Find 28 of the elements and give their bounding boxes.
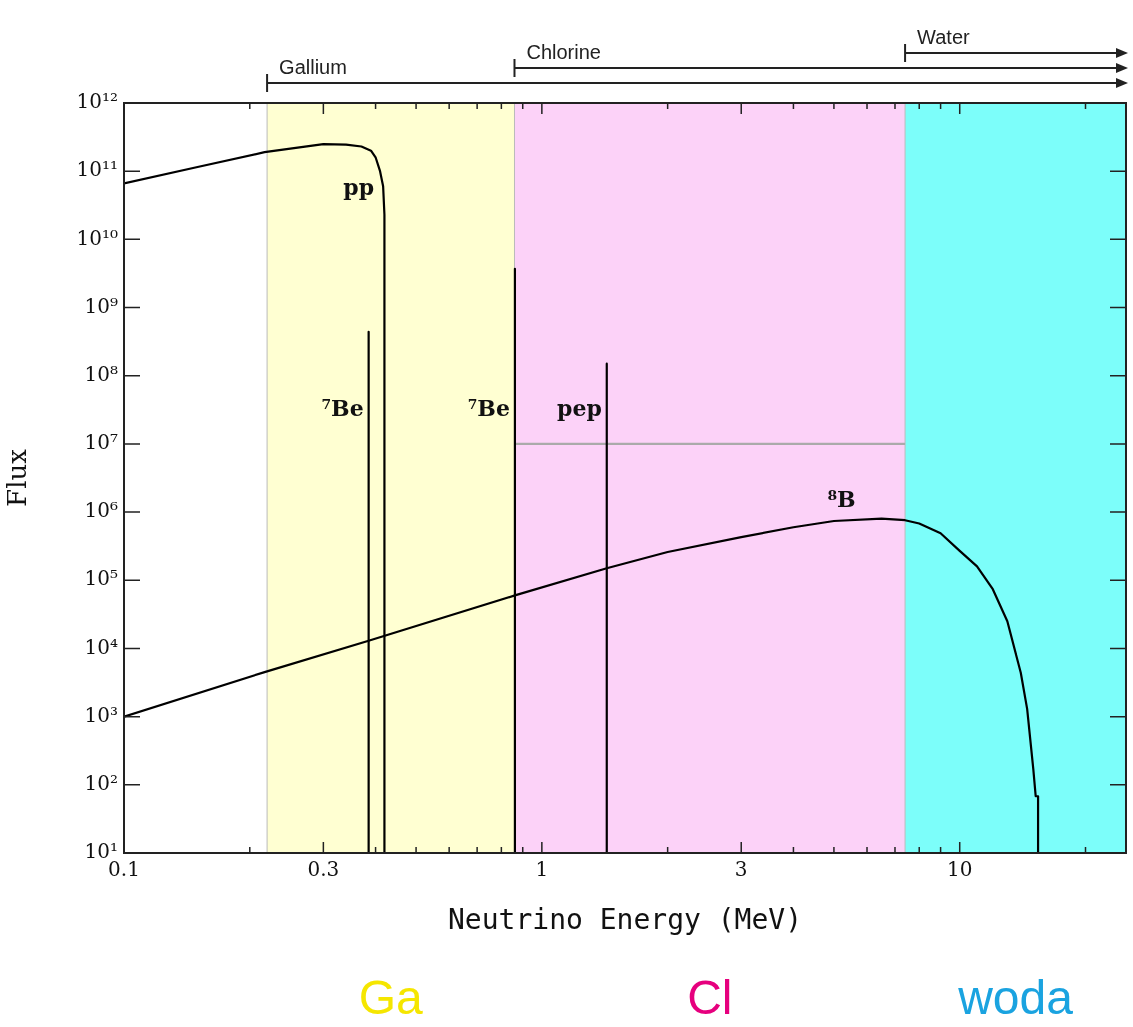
series-label: pep (557, 395, 602, 422)
x-tick-label: 3 (734, 857, 748, 882)
y-tick-label: 10¹¹ (76, 157, 118, 182)
y-tick-label: 10⁵ (84, 566, 118, 591)
text: Ga (358, 971, 424, 1025)
series-label: ⁸B (827, 486, 856, 513)
y-tick-label: 10¹² (76, 89, 118, 114)
y-tick-label: 10⁹ (84, 293, 118, 318)
text: woda (957, 971, 1074, 1025)
x-tick-label: 0.3 (307, 857, 340, 882)
band-label: Water (917, 25, 971, 48)
y-axis-title: Flux (2, 448, 33, 507)
y-tick-label: 10⁴ (84, 634, 118, 659)
y-tick-label: 10³ (84, 702, 118, 727)
x-tick-label: 1 (535, 857, 549, 882)
y-tick-label: 10⁷ (84, 430, 118, 455)
series-label: pp (343, 173, 375, 200)
series-label: ⁷Be (467, 395, 510, 422)
text: Cl (687, 971, 733, 1025)
y-tick-label: 10² (84, 771, 118, 796)
x-tick-label: 10 (946, 857, 973, 882)
y-tick-label: 10⁶ (84, 498, 118, 523)
series-label: ⁷Be (321, 395, 364, 422)
x-axis-title: Neutrino Energy (MeV) (447, 903, 803, 937)
band-label: Gallium (279, 55, 347, 78)
y-tick-label: 10¹⁰ (76, 225, 118, 250)
band-label: Chlorine (526, 40, 601, 63)
y-tick-label: 10⁸ (84, 361, 118, 386)
